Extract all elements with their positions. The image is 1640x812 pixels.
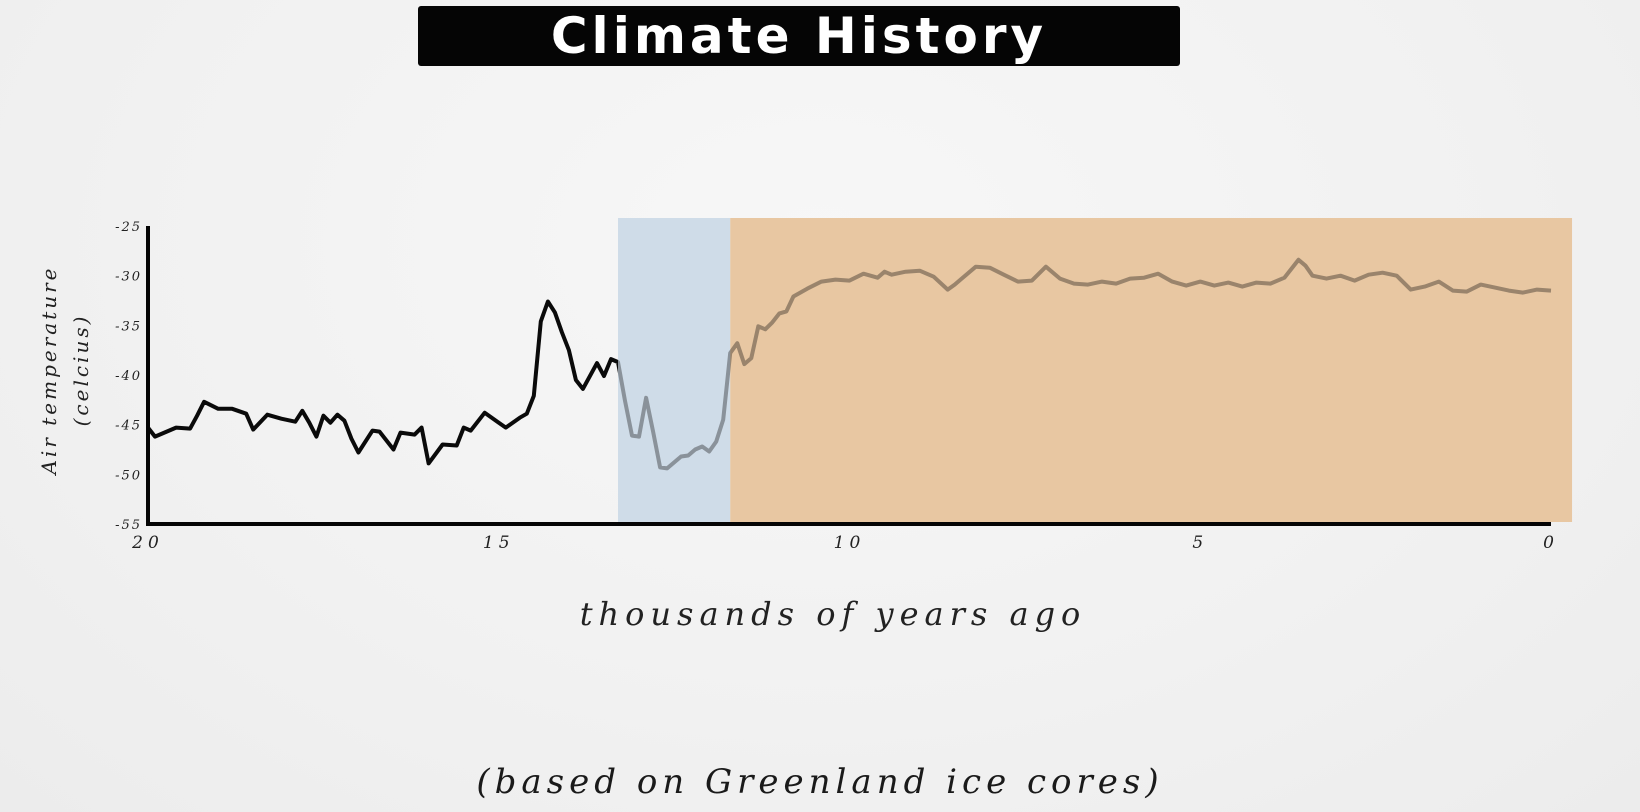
series-line-pre xyxy=(146,299,619,466)
y-axis-title-line-2: (celcius) xyxy=(69,314,93,427)
y-tick-label: -25 xyxy=(115,220,142,235)
chart-title: Climate History xyxy=(418,6,1180,66)
series-line-shaded xyxy=(618,257,1552,471)
y-tick-label: -45 xyxy=(115,419,142,434)
x-axis-title: thousands of years ago xyxy=(580,595,1087,633)
shaded-region-warm xyxy=(730,218,1573,522)
shaded-region-cold xyxy=(618,218,731,522)
series-layer xyxy=(146,257,1552,471)
x-tick-label: 0 xyxy=(1543,533,1559,553)
y-tick-label: -50 xyxy=(115,468,142,483)
x-tick-label: 5 xyxy=(1192,533,1208,553)
axes xyxy=(146,226,1551,526)
y-axis-title-line-1: Air temperature xyxy=(37,265,61,476)
x-tick-labels: 20 15 10 5 0 xyxy=(131,533,1559,553)
x-tick-label: 20 xyxy=(131,533,164,553)
y-tick-label: -55 xyxy=(115,518,142,533)
y-tick-label: -40 xyxy=(115,369,142,384)
x-tick-label: 10 xyxy=(834,533,866,553)
y-axis-title: Air temperature (celcius) xyxy=(37,265,93,476)
y-tick-labels: -25 -30 -35 -40 -45 -50 -55 xyxy=(115,220,142,533)
x-tick-label: 15 xyxy=(483,533,515,553)
shaded-regions xyxy=(618,218,1573,522)
y-tick-label: -35 xyxy=(115,319,142,334)
source-note: (based on Greenland ice cores) xyxy=(476,762,1164,802)
y-tick-label: -30 xyxy=(115,270,142,285)
